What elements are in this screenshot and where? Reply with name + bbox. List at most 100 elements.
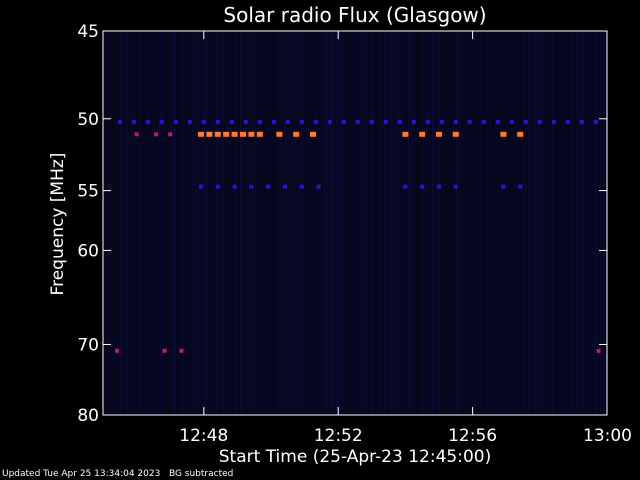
signal-mark xyxy=(266,184,271,189)
noise-streak xyxy=(372,32,374,414)
signal-mark xyxy=(159,119,164,124)
signal-mark xyxy=(411,119,416,124)
noise-streak xyxy=(312,32,314,414)
signal-mark xyxy=(198,131,204,137)
noise-streak xyxy=(150,32,152,414)
signal-mark xyxy=(518,184,523,189)
signal-mark xyxy=(134,132,139,137)
noise-streak xyxy=(594,32,596,414)
signal-mark xyxy=(517,131,524,137)
noise-streak xyxy=(270,32,272,414)
footer: Updated Tue Apr 25 13:34:04 2023 BG subt… xyxy=(2,469,233,479)
noise-streak xyxy=(564,32,566,414)
noise-streak xyxy=(300,32,302,414)
signal-mark xyxy=(327,119,332,124)
noise-streak xyxy=(423,32,425,414)
signal-mark xyxy=(425,119,430,124)
signal-mark xyxy=(285,119,290,124)
noise-streak xyxy=(243,32,245,414)
noise-streak xyxy=(231,32,233,414)
noise-streak xyxy=(129,32,131,414)
noise-streak xyxy=(540,32,542,414)
noise-streak xyxy=(138,32,140,414)
noise-streak xyxy=(228,32,230,414)
noise-streak xyxy=(330,32,332,414)
noise-streak xyxy=(279,32,281,414)
noise-streak xyxy=(426,32,428,414)
signal-mark xyxy=(117,119,122,124)
noise-streak xyxy=(234,32,236,414)
noise-streak xyxy=(132,32,134,414)
signal-mark xyxy=(215,119,220,124)
noise-streak xyxy=(156,32,158,414)
signal-mark xyxy=(299,184,304,189)
signal-mark xyxy=(256,131,263,137)
signal-mark xyxy=(154,132,159,137)
noise-streak xyxy=(561,32,563,414)
signal-mark xyxy=(593,119,598,124)
y-tick-label: 45 xyxy=(77,22,99,42)
signal-mark xyxy=(481,119,486,124)
noise-streak xyxy=(252,32,254,414)
signal-mark xyxy=(495,119,500,124)
noise-streak xyxy=(399,32,401,414)
noise-streak xyxy=(483,32,485,414)
noise-streak xyxy=(600,32,602,414)
noise-streak xyxy=(351,32,353,414)
noise-streak xyxy=(276,32,278,414)
noise-streak xyxy=(492,32,494,414)
noise-streak xyxy=(192,32,194,414)
noise-streak xyxy=(576,32,578,414)
signal-mark xyxy=(341,119,346,124)
noise-streak xyxy=(387,32,389,414)
noise-streak xyxy=(495,32,497,414)
noise-streak xyxy=(528,32,530,414)
signal-mark xyxy=(240,131,246,137)
signal-mark xyxy=(231,131,238,137)
x-tick-label: 12:52 xyxy=(314,426,363,446)
noise-streak xyxy=(504,32,506,414)
signal-mark xyxy=(369,119,374,124)
noise-streak xyxy=(579,32,581,414)
noise-streak xyxy=(255,32,257,414)
noise-streak xyxy=(141,32,143,414)
signal-mark xyxy=(248,131,255,137)
signal-mark xyxy=(115,348,119,353)
signal-mark xyxy=(453,184,458,189)
x-axis-label: Start Time (25-Apr-23 12:45:00) xyxy=(219,447,491,467)
noise-streak xyxy=(177,32,179,414)
noise-streak xyxy=(516,32,518,414)
signal-mark xyxy=(439,119,444,124)
x-tick-label: 12:56 xyxy=(448,426,497,446)
noise-streak xyxy=(120,32,122,414)
noise-streak xyxy=(267,32,269,414)
noise-streak xyxy=(333,32,335,414)
signal-mark xyxy=(596,348,601,353)
y-tick-label: 55 xyxy=(77,182,99,202)
noise-streak xyxy=(531,32,533,414)
noise-streak xyxy=(111,32,113,414)
noise-streak xyxy=(456,32,458,414)
signal-mark xyxy=(201,119,206,124)
noise-streak xyxy=(489,32,491,414)
noise-streak xyxy=(180,32,182,414)
noise-streak xyxy=(285,32,287,414)
noise-streak xyxy=(240,32,242,414)
noise-streak xyxy=(555,32,557,414)
noise-streak xyxy=(597,32,599,414)
signal-mark xyxy=(131,119,136,124)
signal-mark xyxy=(283,184,287,189)
noise-streak xyxy=(297,32,299,414)
noise-streak xyxy=(429,32,431,414)
noise-streak xyxy=(444,32,446,414)
signal-mark xyxy=(168,132,173,137)
signal-mark xyxy=(276,131,283,137)
y-axis-label: Frequency [MHz] xyxy=(48,153,68,296)
signal-mark xyxy=(565,119,570,124)
noise-streak xyxy=(366,32,368,414)
noise-streak xyxy=(288,32,290,414)
noise-streak xyxy=(225,32,227,414)
noise-streak xyxy=(546,32,548,414)
signal-mark xyxy=(206,131,213,137)
noise-streak xyxy=(246,32,248,414)
